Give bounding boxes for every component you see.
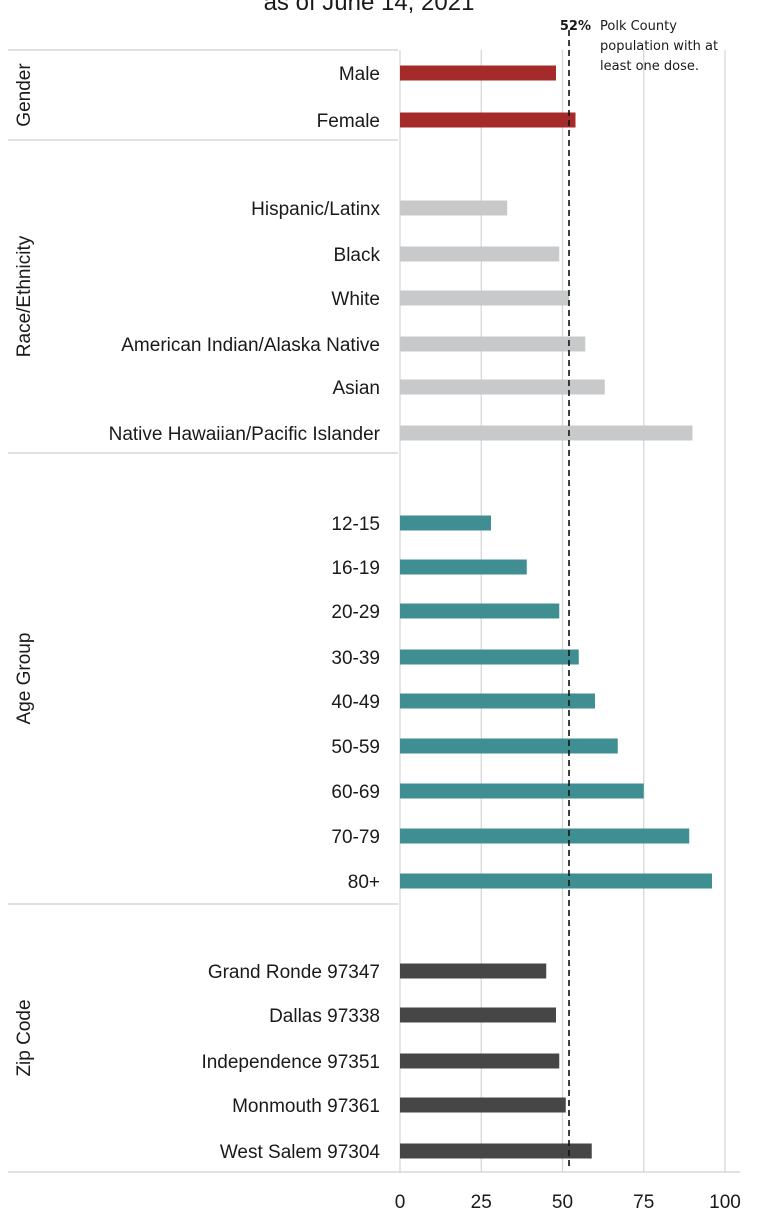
bar-2-0	[400, 515, 491, 531]
category-label-2-2: 20-29	[331, 602, 380, 623]
category-label-3-3: Monmouth 97361	[232, 1096, 380, 1117]
category-label-3-1: Dallas 97338	[269, 1006, 380, 1027]
bar-0-0	[400, 65, 556, 81]
bar-2-4	[400, 693, 595, 709]
bar-0-1	[400, 112, 576, 128]
bar-1-5	[400, 425, 693, 441]
bar-1-2	[400, 290, 569, 306]
category-label-2-5: 50-59	[331, 737, 380, 758]
category-label-0-0: Male	[339, 64, 380, 85]
bar-2-5	[400, 738, 618, 754]
bar-2-8	[400, 873, 712, 889]
reference-note-line-1: population with at	[600, 39, 718, 54]
gridlines	[399, 50, 726, 1172]
reference-value-label: 52%	[560, 19, 591, 34]
group-label-1: Race/Ethnicity	[14, 235, 35, 357]
bar-3-4	[400, 1143, 592, 1159]
group-label-3: Zip Code	[14, 999, 35, 1076]
category-label-2-3: 30-39	[331, 648, 380, 669]
category-label-2-1: 16-19	[331, 558, 380, 579]
bar-3-0	[400, 963, 547, 979]
category-label-0-1: Female	[317, 111, 380, 132]
category-label-1-2: White	[331, 289, 380, 310]
chart-title: as of June 14, 2021	[264, 0, 475, 16]
bars	[400, 65, 712, 1159]
x-tick-label-75: 75	[633, 1192, 654, 1211]
category-label-2-0: 12-15	[331, 514, 380, 535]
group-separators	[8, 49, 740, 1173]
bar-1-3	[400, 336, 586, 352]
x-tick-label-25: 25	[471, 1192, 492, 1211]
bar-2-2	[400, 603, 560, 619]
x-axis-ticks: 0 25 50 75 100	[395, 1192, 741, 1211]
category-label-1-1: Black	[334, 245, 381, 266]
reference-line-group: 52% Polk County population with at least on…	[560, 19, 718, 1168]
category-label-2-7: 70-79	[331, 827, 380, 848]
group-label-0: Gender	[14, 63, 35, 127]
x-tick-label-100: 100	[709, 1192, 741, 1211]
category-label-2-4: 40-49	[331, 692, 380, 713]
group-label-2: Age Group	[14, 633, 35, 725]
bar-3-1	[400, 1007, 556, 1023]
category-label-2-6: 60-69	[331, 782, 380, 803]
category-label-1-3: American Indian/Alaska Native	[121, 335, 380, 356]
x-tick-label-50: 50	[552, 1192, 573, 1211]
category-label-1-0: Hispanic/Latinx	[251, 199, 380, 220]
group-labels: Gender Race/Ethnicity Age Group Zip Code	[14, 63, 35, 1077]
x-tick-label-0: 0	[395, 1192, 406, 1211]
bar-2-7	[400, 828, 690, 844]
reference-note-line-0: Polk County	[600, 19, 677, 34]
category-label-2-8: 80+	[348, 872, 380, 893]
category-label-1-4: Asian	[332, 378, 380, 399]
category-label-1-5: Native Hawaiian/Pacific Islander	[109, 424, 381, 445]
category-labels: Male Female Hispanic/Latinx Black White Ameri…	[109, 64, 381, 1163]
bar-1-4	[400, 379, 605, 395]
bar-2-1	[400, 559, 527, 575]
bar-1-0	[400, 200, 508, 216]
bar-2-3	[400, 649, 579, 665]
category-label-3-2: Independence 97351	[201, 1052, 380, 1073]
bar-1-1	[400, 246, 560, 262]
bar-3-2	[400, 1053, 560, 1069]
category-label-3-0: Grand Ronde 97347	[208, 962, 380, 983]
bar-3-3	[400, 1097, 566, 1113]
bar-2-6	[400, 783, 644, 799]
category-label-3-4: West Salem 97304	[220, 1142, 381, 1163]
reference-note-line-2: least one dose.	[600, 59, 699, 74]
